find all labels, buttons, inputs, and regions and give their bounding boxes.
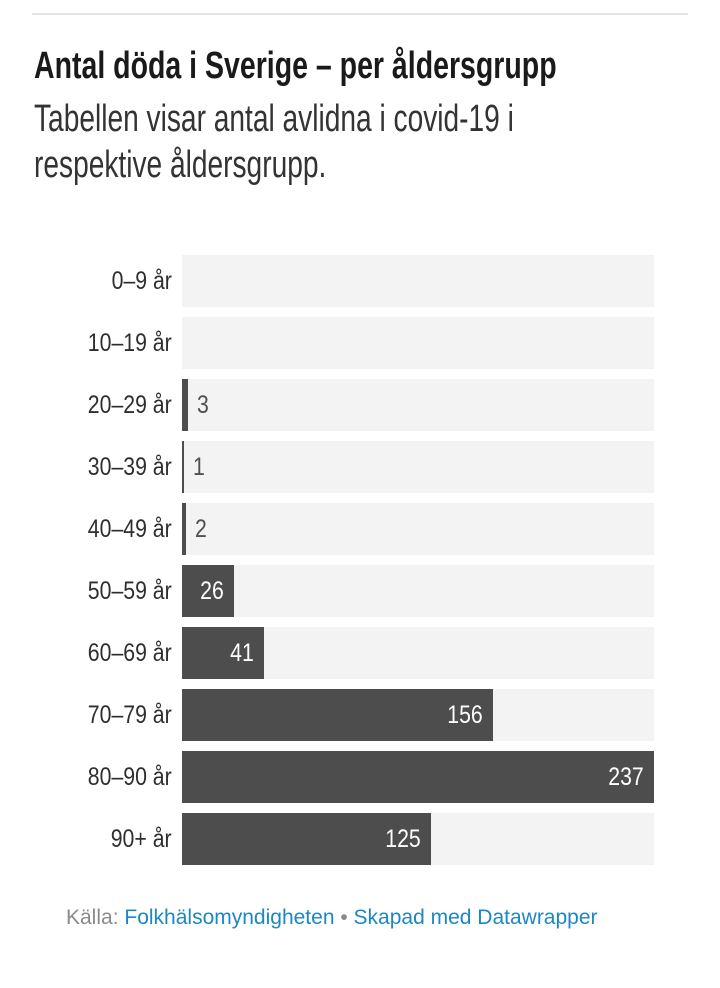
bar-value-label: 237	[608, 762, 644, 791]
row-label: 60–69 år	[32, 627, 172, 679]
row-label: 10–19 år	[32, 317, 172, 369]
chart-row: 80–90 år 237	[32, 751, 654, 803]
bar-track	[182, 255, 654, 307]
row-label-text: 30–39 år	[88, 452, 172, 481]
chart-row: 0–9 år	[32, 255, 654, 307]
chart-row: 90+ år 125	[32, 813, 654, 865]
bar-fill	[182, 441, 184, 493]
bar-track: 2	[182, 503, 654, 555]
bar-fill	[182, 627, 264, 679]
chart-row: 30–39 år 1	[32, 441, 654, 493]
chart-row: 60–69 år 41	[32, 627, 654, 679]
footer-separator: •	[340, 906, 348, 929]
row-label-text: 90+ år	[111, 824, 172, 853]
bar-value-label: 2	[194, 514, 207, 543]
bar-track	[182, 317, 654, 369]
row-label-text: 80–90 år	[88, 762, 172, 791]
chart: 0–9 år 10–19 år 20–29 år 3 30–39 år 1 40–49 år…	[32, 255, 688, 865]
row-label-text: 10–19 år	[88, 328, 172, 357]
bar-value-label: 41	[230, 638, 254, 667]
row-label: 20–29 år	[32, 379, 172, 431]
row-label: 90+ år	[32, 813, 172, 865]
chart-description-line-1: Tabellen visar antal avlidna i covid-19 …	[34, 98, 514, 140]
chart-footer: Källa: Folkhälsomyndigheten • Skapad med…	[66, 905, 688, 931]
row-label-text: 60–69 år	[88, 638, 172, 667]
row-label-text: 70–79 år	[88, 700, 172, 729]
bar-fill	[182, 503, 186, 555]
page-title-text: Antal döda i Sverige – per åldersgrupp	[34, 45, 557, 87]
chart-row: 20–29 år 3	[32, 379, 654, 431]
bar-fill	[182, 379, 188, 431]
bar-fill	[182, 813, 431, 865]
bar-fill	[182, 565, 234, 617]
row-label: 0–9 år	[32, 255, 172, 307]
bar-track: 156	[182, 689, 654, 741]
chart-description-line-2: respektive åldersgrupp.	[34, 144, 327, 186]
bar-track: 1	[182, 441, 654, 493]
bar-value-label: 1	[192, 452, 205, 481]
bar-value-label: 26	[200, 576, 224, 605]
bar-fill	[182, 751, 654, 803]
row-label-text: 20–29 år	[88, 390, 172, 419]
row-label-text: 50–59 år	[88, 576, 172, 605]
row-label: 40–49 år	[32, 503, 172, 555]
top-divider	[32, 13, 688, 15]
bar-value-label: 156	[447, 700, 483, 729]
attribution-link[interactable]: Skapad med Datawrapper	[353, 906, 598, 929]
bar-track: 237	[182, 751, 654, 803]
chart-embed: Antal döda i Sverige – per åldersgrupp T…	[0, 13, 720, 931]
bar-fill	[182, 689, 493, 741]
row-label: 30–39 år	[32, 441, 172, 493]
row-label: 70–79 år	[32, 689, 172, 741]
bar-track: 125	[182, 813, 654, 865]
chart-row: 10–19 år	[32, 317, 654, 369]
page-title: Antal döda i Sverige – per åldersgrupp	[34, 44, 688, 88]
chart-row: 70–79 år 156	[32, 689, 654, 741]
bar-track: 41	[182, 627, 654, 679]
row-label: 50–59 år	[32, 565, 172, 617]
row-label: 80–90 år	[32, 751, 172, 803]
source-link[interactable]: Folkhälsomyndigheten	[124, 906, 335, 929]
bar-value-label: 3	[196, 390, 209, 419]
source-label: Källa:	[66, 906, 119, 929]
bar-track: 3	[182, 379, 654, 431]
chart-row: 40–49 år 2	[32, 503, 654, 555]
bar-track: 26	[182, 565, 654, 617]
bar-value-label: 125	[385, 824, 421, 853]
row-label-text: 40–49 år	[88, 514, 172, 543]
chart-row: 50–59 år 26	[32, 565, 654, 617]
row-label-text: 0–9 år	[111, 266, 172, 295]
